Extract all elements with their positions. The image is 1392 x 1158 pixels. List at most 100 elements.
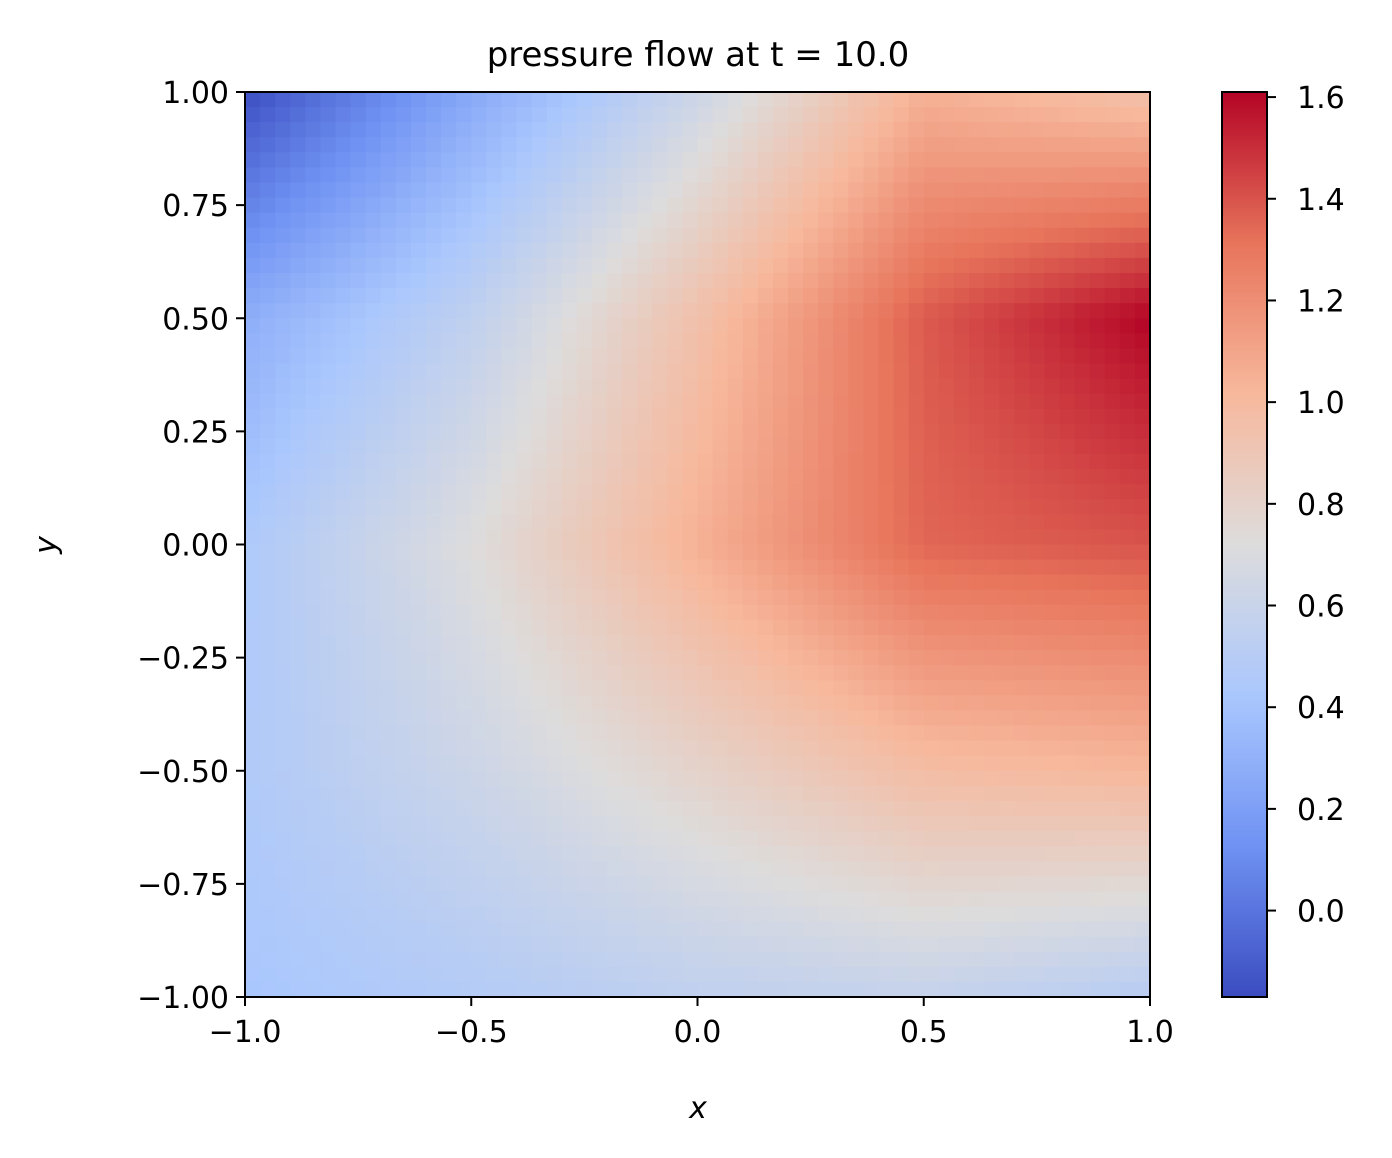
heatmap-cell — [531, 107, 548, 123]
heatmap-cell — [561, 137, 578, 153]
heatmap-cell — [757, 544, 774, 561]
heatmap-cell — [848, 816, 865, 832]
y-axis: 1.000.750.500.250.00−0.25−0.50−0.75−1.00 — [137, 76, 245, 1016]
heatmap-cell — [561, 242, 578, 259]
heatmap-cell — [245, 242, 261, 259]
heatmap-cell — [1104, 951, 1121, 968]
heatmap-cell — [803, 514, 819, 531]
heatmap-cell — [818, 122, 834, 138]
heatmap-cell — [999, 966, 1015, 983]
heatmap-cell — [395, 288, 412, 304]
heatmap-cell — [1089, 936, 1106, 953]
heatmap-cell — [486, 273, 503, 289]
heatmap-cell — [561, 182, 578, 199]
heatmap-cell — [607, 906, 623, 923]
heatmap-cell — [516, 710, 533, 727]
heatmap-cell — [923, 423, 940, 440]
heatmap-cell — [1134, 529, 1151, 546]
heatmap-cell — [1134, 408, 1151, 425]
heatmap-cell — [576, 363, 593, 380]
heatmap-cell — [984, 182, 1000, 199]
heatmap-cell — [531, 92, 548, 108]
heatmap-cell — [1059, 122, 1076, 138]
heatmap-cell — [486, 348, 503, 365]
heatmap-cell — [607, 770, 623, 787]
heatmap-cell — [938, 499, 955, 515]
heatmap-cell — [682, 966, 699, 983]
heatmap-cell — [863, 348, 880, 365]
heatmap-cell — [531, 604, 548, 621]
heatmap-cell — [908, 242, 925, 259]
heatmap-cell — [320, 710, 337, 727]
heatmap-cell — [1119, 695, 1136, 712]
heatmap-cell — [531, 167, 548, 184]
heatmap-cell — [667, 378, 684, 395]
heatmap-cell — [380, 680, 397, 696]
heatmap-cell — [772, 514, 789, 531]
heatmap-cell — [245, 710, 261, 727]
heatmap-cell — [727, 529, 744, 546]
heatmap-cell — [712, 348, 729, 365]
heatmap-cell — [923, 363, 940, 380]
heatmap-cell — [365, 710, 382, 727]
heatmap-cell — [1089, 816, 1106, 832]
heatmap-cell — [938, 182, 955, 199]
heatmap-cell — [682, 831, 699, 847]
heatmap-cell — [591, 680, 608, 696]
heatmap-cell — [1104, 785, 1121, 802]
heatmap-cell — [290, 559, 306, 576]
heatmap-cell — [260, 454, 276, 470]
heatmap-cell — [1089, 861, 1106, 877]
heatmap-cell — [1119, 559, 1136, 576]
heatmap-cell — [742, 891, 759, 908]
heatmap-cell — [772, 650, 789, 666]
heatmap-cell — [305, 197, 322, 214]
heatmap-cell — [320, 906, 337, 923]
heatmap-cell — [1119, 182, 1136, 199]
heatmap-cell — [1134, 182, 1151, 199]
heatmap-cell — [803, 438, 819, 455]
heatmap-cell — [757, 966, 774, 983]
heatmap-cell — [1134, 770, 1151, 787]
heatmap-cell — [561, 438, 578, 455]
heatmap-cell — [516, 544, 533, 561]
heatmap-cell — [395, 197, 412, 214]
heatmap-cell — [335, 273, 352, 289]
heatmap-cell — [410, 423, 427, 440]
heatmap-cell — [1119, 966, 1136, 983]
heatmap-cell — [471, 348, 487, 365]
heatmap-cell — [1104, 363, 1121, 380]
heatmap-cell — [395, 122, 412, 138]
heatmap-cell — [471, 242, 487, 259]
heatmap-cell — [486, 438, 503, 455]
heatmap-cell — [426, 589, 442, 606]
heatmap-cell — [938, 348, 955, 365]
heatmap-cell — [682, 891, 699, 908]
heatmap-cell — [622, 906, 638, 923]
heatmap-cell — [863, 182, 880, 199]
heatmap-cell — [863, 257, 880, 274]
heatmap-cell — [1089, 650, 1106, 666]
heatmap-cell — [1074, 393, 1091, 410]
heatmap-cell — [757, 107, 774, 123]
heatmap-cell — [471, 816, 487, 832]
heatmap-cell — [456, 635, 472, 651]
heatmap-cell — [742, 242, 759, 259]
heatmap-cell — [561, 619, 578, 636]
heatmap-cell — [561, 197, 578, 214]
heatmap-cell — [682, 574, 699, 591]
heatmap-cell — [803, 484, 819, 500]
x-tick-label: 1.0 — [1126, 1015, 1174, 1050]
heatmap-cell — [441, 876, 457, 893]
heatmap-cell — [426, 484, 442, 500]
heatmap-cell — [622, 604, 638, 621]
heatmap-cell — [335, 831, 352, 847]
heatmap-cell — [863, 665, 880, 681]
heatmap-cell — [591, 936, 608, 953]
heatmap-cell — [516, 514, 533, 531]
heatmap-cell — [622, 876, 638, 893]
heatmap-cell — [561, 770, 578, 787]
heatmap-cell — [893, 423, 910, 440]
heatmap-cell — [501, 499, 518, 515]
heatmap-cell — [245, 423, 261, 440]
